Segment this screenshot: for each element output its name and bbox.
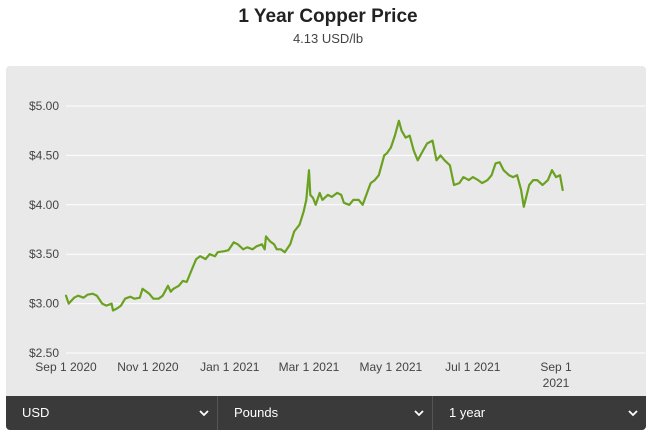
chevron-down-icon <box>628 396 638 430</box>
x-axis-ticks: Sep 1 2020 Nov 1 2020 Jan 1 2021 Mar 1 2021… <box>35 360 572 390</box>
y-tick-label: $5.00 <box>29 99 59 113</box>
unit-select[interactable]: Pounds <box>218 396 433 430</box>
chevron-down-icon <box>414 396 424 430</box>
y-tick-label: $3.00 <box>29 297 59 311</box>
y-tick-label: $2.50 <box>29 346 59 360</box>
x-tick-label: Sep 1 2021 <box>540 360 572 390</box>
currency-select[interactable]: USD <box>6 396 218 430</box>
chart-title: 1 Year Copper Price <box>238 6 418 27</box>
unit-select-value: Pounds <box>234 405 279 420</box>
x-tick-label: May 1 2021 <box>360 360 423 374</box>
x-tick-label: Jul 1 2021 <box>445 360 501 374</box>
grid-lines <box>66 105 645 354</box>
y-axis-ticks: $2.50 $3.00 $3.50 $4.00 $4.50 $5.00 <box>29 99 59 360</box>
chevron-down-icon <box>199 396 209 430</box>
currency-select-value: USD <box>22 405 50 420</box>
x-tick-label: Sep 1 2020 <box>35 360 97 374</box>
y-tick-label: $4.00 <box>29 198 59 212</box>
controls-bar: USD Pounds 1 year <box>6 396 646 430</box>
y-tick-label: $3.50 <box>29 247 59 261</box>
price-line <box>64 119 564 312</box>
x-tick-label: Jan 1 2021 <box>200 360 260 374</box>
period-select[interactable]: 1 year <box>433 396 646 430</box>
price-chart: $2.50 $3.00 $3.50 $4.00 $4.50 $5.00 Sep 1 202… <box>29 99 645 390</box>
x-tick-label: Mar 1 2021 <box>279 360 340 374</box>
y-tick-label: $4.50 <box>29 148 59 162</box>
current-price: 4.13 USD/lb <box>292 31 364 46</box>
chart-panel: $2.50 $3.00 $3.50 $4.00 $4.50 $5.00 Sep 1 202… <box>6 66 646 430</box>
period-select-value: 1 year <box>449 405 486 420</box>
x-tick-label: Nov 1 2020 <box>117 360 179 374</box>
